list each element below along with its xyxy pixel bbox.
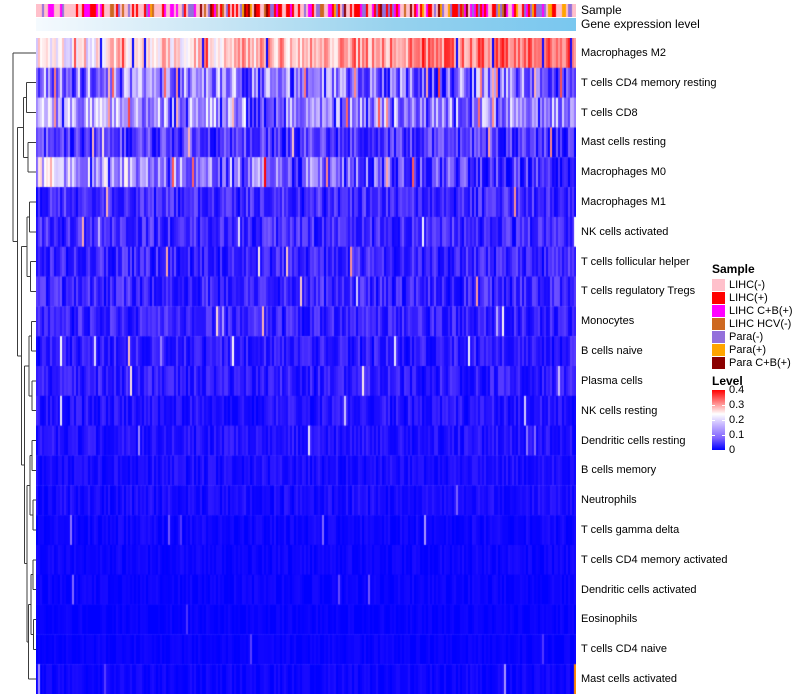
- row-label: T cells gamma delta: [581, 524, 680, 536]
- row-label: Neutrophils: [581, 494, 637, 507]
- legend-swatch: [712, 317, 725, 330]
- legend-swatch: [712, 343, 725, 356]
- row-label: NK cells resting: [581, 404, 658, 417]
- row-label: Mast cells resting: [581, 136, 666, 149]
- level-tick-label: 0: [729, 444, 736, 456]
- row-label: Macrophages M0: [581, 166, 666, 179]
- legend-swatch: [712, 356, 725, 369]
- legend-label: LIHC(+): [729, 291, 768, 304]
- level-tick-label: 0.2: [729, 414, 745, 426]
- sample-legend-title: Sample: [712, 262, 755, 276]
- level-tickmark: [722, 420, 725, 421]
- row-label: Mast cells activated: [581, 673, 677, 686]
- sample-legend-item: LIHC(-): [712, 278, 798, 291]
- row-label: T cells follicular helper: [581, 255, 690, 268]
- level-colorbar-wrap: 0.4 0.3 0.2 0.1 0: [712, 385, 744, 456]
- row-label: Dendritic cells resting: [581, 434, 686, 447]
- sample-legend-item: Para C+B(+): [712, 356, 798, 369]
- sample-bar-label: Sample: [581, 3, 622, 17]
- sample-legend-item: Para(-): [712, 330, 798, 343]
- row-label: T cells CD4 naive: [581, 643, 667, 656]
- legend-label: Para(+): [729, 343, 766, 356]
- level-tickmark: [712, 405, 715, 406]
- row-label: T cells CD8: [581, 106, 638, 119]
- row-label: T cells CD4 memory activated: [581, 553, 728, 566]
- gene-bar-label: Gene expression level: [581, 17, 700, 31]
- level-tick-label: 0.1: [729, 429, 745, 441]
- level-legend-title: Level: [712, 374, 743, 388]
- sample-legend-items: LIHC(-) LIHC(+) LIHC C+B(+) LIHC HCV(-) Para…: [712, 278, 798, 369]
- row-dendrogram: [12, 52, 36, 680]
- legend: Sample LIHC(-) LIHC(+) LIHC C+B(+) LIHC HCV…: [712, 262, 798, 456]
- heatmap-canvas: [36, 38, 576, 694]
- row-label: Macrophages M1: [581, 196, 666, 208]
- legend-swatch: [712, 278, 725, 291]
- gene-expression-annotation-bar: [36, 18, 576, 31]
- legend-label: LIHC HCV(-): [729, 317, 792, 330]
- row-label: B cells memory: [581, 464, 657, 477]
- legend-label: Para C+B(+): [729, 356, 791, 369]
- row-label: T cells CD4 memory resting: [581, 76, 717, 89]
- legend-label: Para(-): [729, 330, 764, 343]
- legend-label: LIHC(-): [729, 278, 766, 291]
- row-label: NK cells activated: [581, 225, 669, 238]
- sample-legend-item: LIHC C+B(+): [712, 304, 798, 317]
- legend-label: LIHC C+B(+): [729, 304, 793, 317]
- level-tickmark: [722, 405, 725, 406]
- sample-legend-item: LIHC HCV(-): [712, 317, 798, 330]
- level-tickmark: [712, 420, 715, 421]
- legend-swatch: [712, 291, 725, 304]
- row-label: Macrophages M2: [581, 46, 666, 59]
- level-colorbar: [712, 390, 725, 450]
- legend-swatch: [712, 330, 725, 343]
- level-tickmark: [712, 435, 715, 436]
- level-tick-label: 0.4: [729, 384, 745, 396]
- row-label: T cells regulatory Tregs: [581, 285, 696, 298]
- row-label: B cells naive: [581, 345, 643, 358]
- sample-annotation-bar: [36, 4, 576, 17]
- row-label: Plasma cells: [581, 374, 643, 387]
- legend-swatch: [712, 304, 725, 317]
- row-label: Monocytes: [581, 315, 635, 328]
- level-tickmark: [722, 435, 725, 436]
- sample-legend-item: LIHC(+): [712, 291, 798, 304]
- level-tick-label: 0.3: [729, 399, 745, 411]
- sample-legend-item: Para(+): [712, 343, 798, 356]
- row-label: Eosinophils: [581, 613, 638, 626]
- row-label: Dendritic cells activated: [581, 583, 697, 596]
